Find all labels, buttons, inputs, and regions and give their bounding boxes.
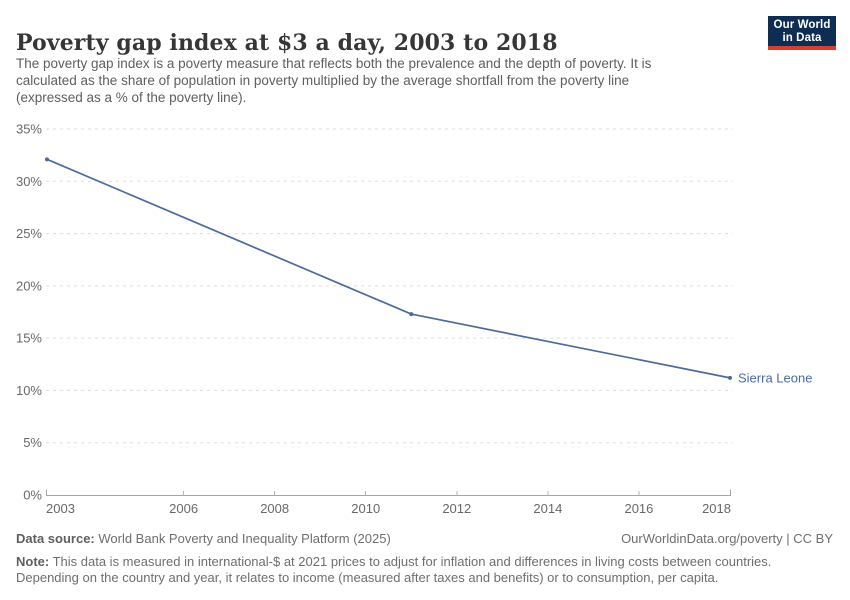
y-axis-tick-label: 15%: [16, 331, 42, 346]
subtitle-line: The poverty gap index is a poverty measu…: [16, 56, 652, 71]
subtitle-line: (expressed as a % of the poverty line).: [16, 90, 247, 105]
owid-logo-text: Our World: [773, 19, 831, 31]
y-axis-tick-label: 30%: [16, 174, 42, 189]
x-axis-tick-label: 2016: [624, 501, 653, 516]
chart-title: Poverty gap index at $3 a day, 2003 to 2…: [16, 29, 558, 56]
data-point-marker[interactable]: [728, 375, 732, 380]
y-axis-tick-label: 35%: [16, 122, 42, 137]
note-text-line2: Depending on the country and year, it re…: [16, 569, 719, 585]
y-axis-tick-label: 25%: [16, 226, 42, 241]
x-axis-tick-label: 2010: [351, 501, 380, 516]
owid-logo[interactable]: Our World in Data: [768, 16, 836, 50]
chart-subtitle: The poverty gap index is a poverty measu…: [16, 55, 651, 106]
data-point-marker[interactable]: [45, 157, 49, 162]
y-axis-tick-label: 10%: [16, 383, 42, 398]
y-axis-tick-label: 0%: [23, 488, 42, 503]
owid-logo-text: in Data: [782, 31, 822, 44]
subtitle-line: calculated as the share of population in…: [16, 73, 630, 88]
chart-footer: Data source: World Bank Poverty and Ineq…: [16, 531, 834, 585]
data-point-marker[interactable]: [409, 312, 414, 317]
data-source-label: Data source:: [16, 531, 95, 546]
x-axis-tick-label: 2014: [533, 501, 562, 516]
x-axis-tick-label: 2012: [442, 501, 471, 516]
entity-label[interactable]: Sierra Leone: [738, 370, 812, 385]
x-axis-tick-label: 2018: [702, 501, 731, 516]
y-axis-tick-label: 5%: [23, 435, 42, 450]
x-axis-tick-label: 2006: [169, 501, 198, 516]
data-source-text: World Bank Poverty and Inequality Platfo…: [94, 531, 391, 546]
x-axis-tick-label: 2008: [260, 501, 289, 516]
attribution-link[interactable]: OurWorldinData.org/poverty | CC BY: [621, 531, 833, 546]
note-label: Note:: [16, 554, 50, 569]
x-axis-tick-label: 2003: [46, 501, 75, 516]
series-line[interactable]: [46, 158, 731, 379]
note-block: Note: This data is measured in internati…: [16, 554, 834, 585]
y-axis-tick-label: 20%: [16, 278, 42, 293]
note-text-line1: This data is measured in international-$…: [49, 554, 772, 569]
data-source-line: Data source: World Bank Poverty and Ineq…: [16, 531, 391, 546]
